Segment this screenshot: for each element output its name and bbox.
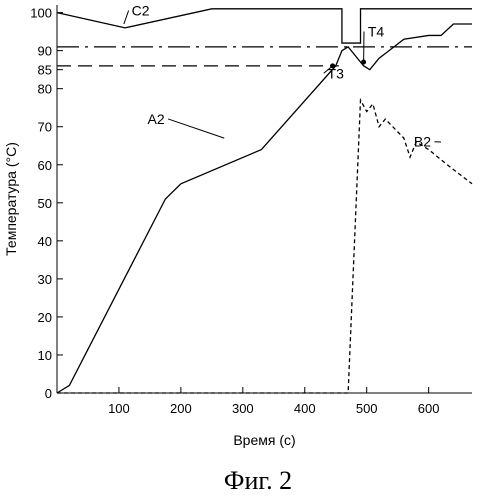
annotation-group: C2 A2 B2 T3 T4 [123, 3, 442, 150]
y-tick-label: 90 [38, 44, 52, 59]
series-line-c2 [56, 8, 472, 44]
y-tick-label: 85 [38, 63, 52, 78]
leader-line-c2 [123, 10, 130, 25]
y-tick-label: 10 [38, 348, 52, 363]
series-line-a2 [56, 23, 472, 394]
x-tick-label: 200 [170, 401, 192, 416]
y-tick-label: 40 [38, 234, 52, 249]
y-axis-label: Температура (°C) [3, 142, 19, 256]
leader-line-t3 [323, 65, 333, 74]
y-tick-label: 30 [38, 272, 52, 287]
annotation-c2: C2 [132, 3, 150, 19]
y-tick-group: 0 10 20 30 40 50 60 70 80 85 90 100 [30, 6, 63, 401]
y-tick-label: 80 [38, 82, 52, 97]
y-tick-label: 0 [45, 386, 52, 401]
x-tick-label: 500 [356, 401, 378, 416]
x-tick-label: 100 [108, 401, 130, 416]
annotation-t3: T3 [328, 65, 345, 81]
x-tick-label: 400 [294, 401, 316, 416]
x-axis-label: Время (c) [233, 432, 295, 448]
y-tick-label: 20 [38, 310, 52, 325]
y-tick-label: 100 [30, 6, 52, 21]
leader-line-a2 [167, 118, 225, 139]
series-group [56, 8, 473, 394]
annotation-t4: T4 [368, 23, 385, 39]
y-tick-label: 70 [38, 120, 52, 135]
annotation-a2: A2 [148, 111, 165, 127]
series-line-b2 [57, 97, 473, 394]
annotation-b2: B2 [414, 134, 431, 150]
x-tick-group: 100 200 300 400 500 600 [108, 387, 439, 416]
y-tick-label: 50 [38, 196, 52, 211]
y-tick-label: 60 [38, 158, 52, 173]
x-tick-label: 600 [418, 401, 440, 416]
x-tick-label: 300 [232, 401, 254, 416]
figure-caption: Фиг. 2 [224, 466, 292, 495]
